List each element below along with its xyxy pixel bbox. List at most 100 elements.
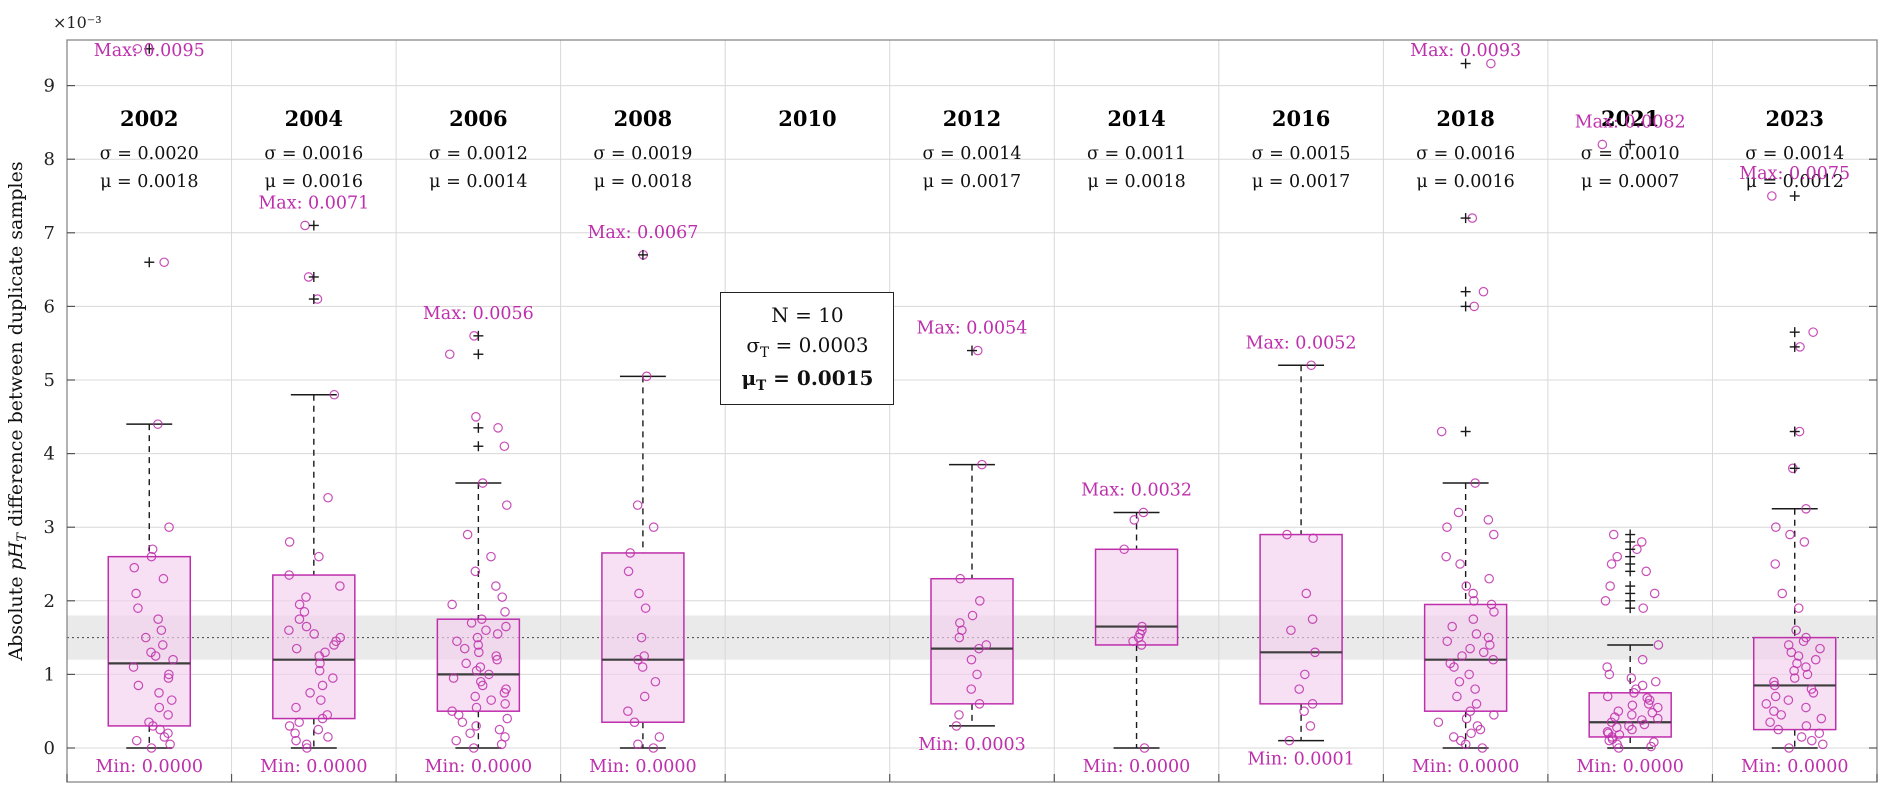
y-tick-label: 6 <box>44 296 55 317</box>
data-point <box>632 500 643 510</box>
data-point <box>500 607 510 617</box>
data-point <box>1796 732 1807 742</box>
data-point <box>640 603 651 613</box>
data-point <box>1771 522 1781 532</box>
data-point <box>1801 702 1811 713</box>
data-point <box>502 713 513 724</box>
sigma-label: σ = 0.0010 <box>1581 144 1680 164</box>
data-point <box>1597 139 1608 150</box>
data-point <box>1808 687 1819 698</box>
data-point <box>654 732 665 742</box>
data-point <box>1761 699 1772 709</box>
data-point <box>1464 669 1474 680</box>
data-point <box>1310 647 1320 658</box>
y-tick-label: 9 <box>44 76 55 97</box>
data-point <box>447 599 457 610</box>
data-point <box>1483 632 1494 643</box>
data-point <box>1604 735 1615 746</box>
data-point <box>1801 503 1811 514</box>
year-label: 2021 <box>1601 106 1659 131</box>
data-point <box>1785 529 1795 540</box>
data-point <box>468 743 479 753</box>
data-point <box>150 651 161 661</box>
data-point <box>501 500 512 510</box>
iqr-box <box>436 618 521 712</box>
data-point <box>314 551 324 562</box>
data-point <box>1300 669 1310 680</box>
sigma-label: σ = 0.0016 <box>1416 144 1515 164</box>
data-point <box>974 643 984 654</box>
data-point <box>1460 739 1471 750</box>
data-point <box>954 710 964 720</box>
data-point <box>1441 551 1451 562</box>
data-point <box>972 669 982 680</box>
min-label: Min: 0.0000 <box>589 757 696 777</box>
data-point <box>284 537 295 547</box>
data-point <box>1767 191 1777 201</box>
data-point <box>636 632 647 643</box>
data-point <box>159 257 169 268</box>
data-point <box>1793 651 1804 661</box>
data-point <box>1139 743 1150 753</box>
data-point <box>444 349 455 360</box>
data-point <box>156 625 167 636</box>
summary-sigma-line: σT = 0.0003 <box>746 333 869 361</box>
data-point <box>1308 533 1318 544</box>
data-point <box>1307 699 1318 709</box>
year-label: 2014 <box>1107 106 1165 131</box>
data-point <box>492 654 502 665</box>
data-point <box>1802 669 1813 680</box>
year-group-2010: 2010 <box>778 106 836 131</box>
data-point <box>497 592 508 602</box>
data-point <box>1478 286 1489 297</box>
data-point <box>1466 728 1476 739</box>
data-point <box>147 544 158 555</box>
data-point <box>955 618 965 628</box>
data-point <box>131 735 142 746</box>
data-point <box>1610 712 1620 722</box>
data-point <box>1606 717 1617 728</box>
data-point <box>954 632 965 643</box>
sigma-label: σ = 0.0012 <box>429 144 528 164</box>
data-point <box>301 739 312 750</box>
data-point <box>309 629 319 639</box>
min-label: Min: 0.0000 <box>260 757 367 777</box>
data-point <box>623 706 633 716</box>
data-point <box>1489 710 1499 720</box>
data-point <box>1643 699 1654 709</box>
data-point <box>474 647 484 658</box>
y-tick-label: 4 <box>44 444 55 465</box>
data-point <box>448 673 459 683</box>
data-point <box>452 636 462 647</box>
data-point <box>1818 739 1828 750</box>
data-point <box>977 459 987 470</box>
data-point <box>1465 643 1475 654</box>
data-point <box>305 687 315 698</box>
data-point <box>1650 676 1661 687</box>
data-point <box>491 651 502 661</box>
data-point <box>1649 588 1660 599</box>
data-point <box>1485 640 1495 650</box>
data-point <box>648 743 659 753</box>
data-point <box>499 687 510 698</box>
data-point <box>1433 717 1444 728</box>
data-point <box>470 566 481 577</box>
data-point <box>981 640 992 650</box>
data-point <box>329 640 339 650</box>
data-point <box>1639 719 1650 730</box>
mu-label: μ = 0.0012 <box>1746 172 1844 192</box>
y-tick-label: 8 <box>44 149 55 170</box>
data-point <box>1765 717 1775 728</box>
data-point <box>1455 559 1465 569</box>
y-tick-label: 5 <box>44 370 55 391</box>
data-point <box>1626 673 1637 683</box>
data-point <box>1449 662 1459 672</box>
summary-mu-line: μT = 0.0015 <box>741 366 874 395</box>
data-point <box>1799 537 1810 547</box>
data-point <box>499 441 510 452</box>
data-point <box>471 721 481 731</box>
data-point <box>291 643 302 654</box>
sigma-label: σ = 0.0014 <box>1745 144 1844 164</box>
data-point <box>290 728 300 739</box>
